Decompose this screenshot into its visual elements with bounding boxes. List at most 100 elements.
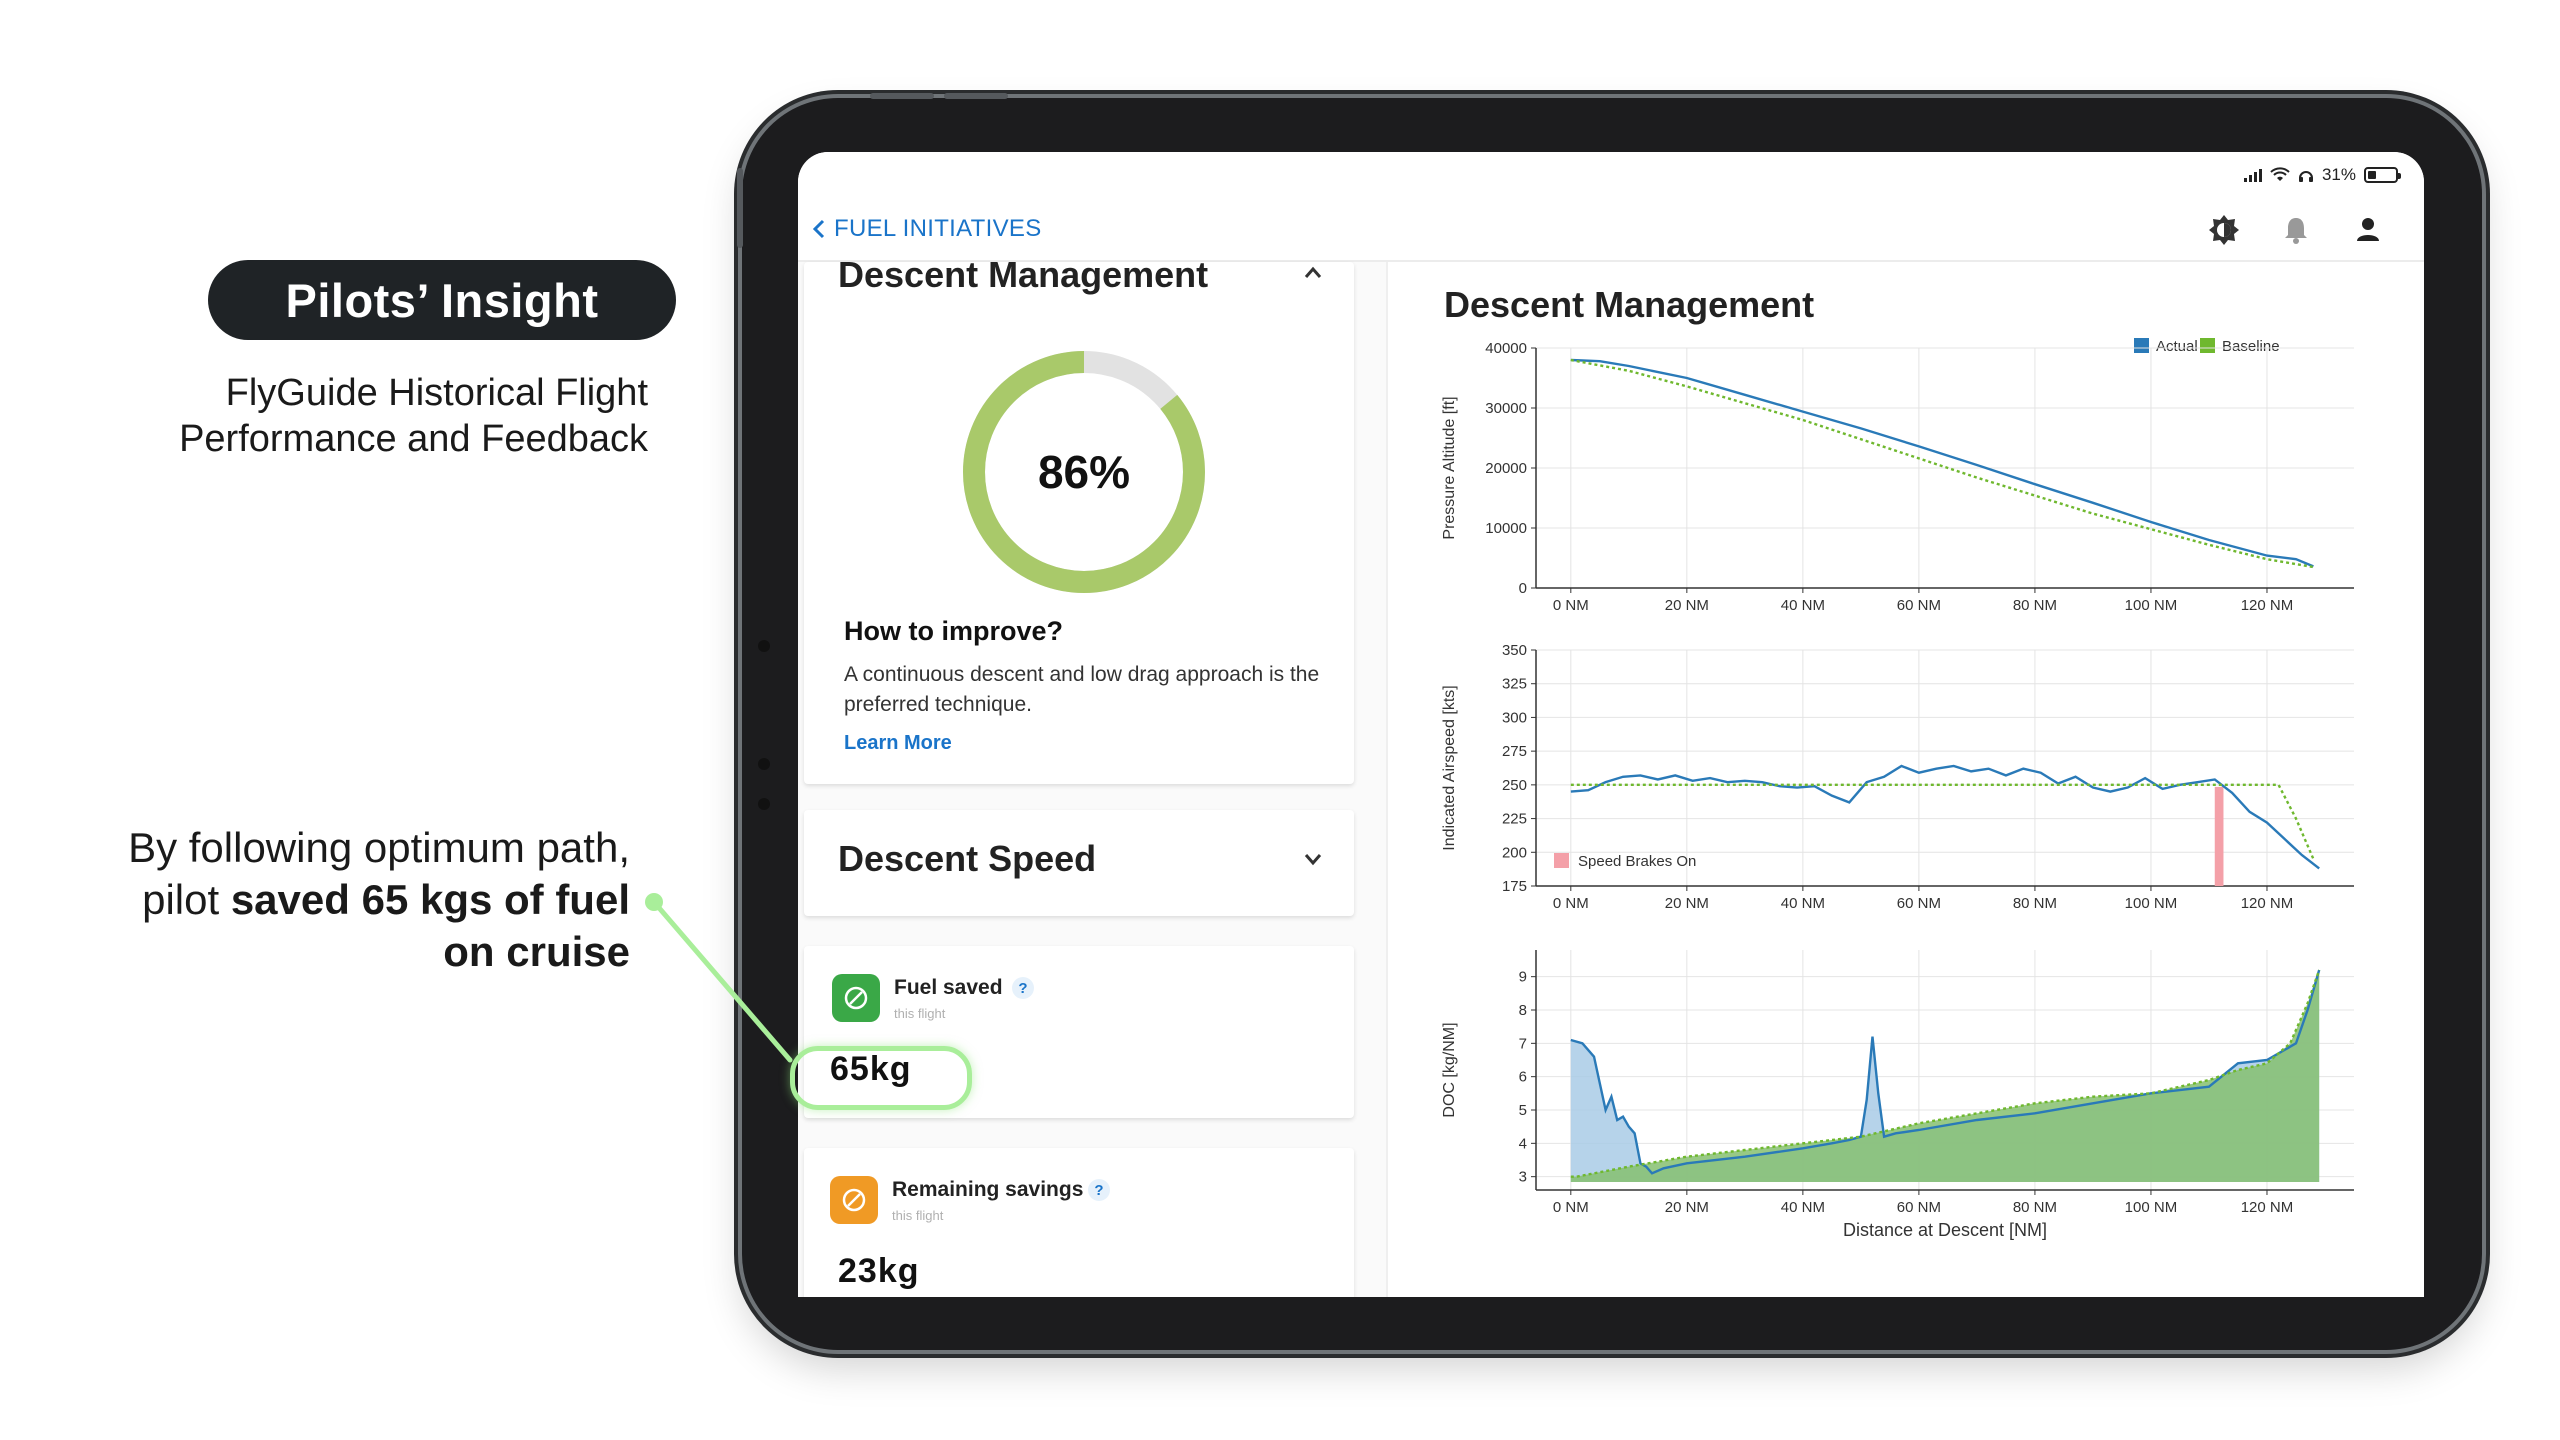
series-line-baseline [1570, 783, 2315, 860]
x-tick-label: 60 NM [1897, 597, 1941, 614]
y-tick-label: 40000 [1485, 340, 1527, 357]
headphones-icon [2298, 171, 2313, 182]
leaf-icon [830, 1176, 878, 1224]
fuel-saved-value: 65kg [830, 1050, 912, 1088]
y-tick-label: 30000 [1485, 400, 1527, 417]
series-line-actual [1570, 358, 2314, 568]
x-tick-label: 80 NM [2013, 597, 2057, 614]
callout-line-2: pilot saved 65 kgs of fuel [0, 874, 630, 926]
remaining-savings-sub: this flight [892, 1208, 944, 1223]
callout-line-3-bold: on cruise [443, 928, 630, 975]
x-tick-label: 20 NM [1665, 1199, 1709, 1216]
fuel-saved-card: Fuel saved ? this flight 65kg [804, 946, 1354, 1118]
tablet-top-button-2 [944, 93, 1008, 99]
y-axis-label: DOC [kg/NM] [1441, 1022, 1458, 1117]
y-tick-label: 200 [1502, 844, 1527, 861]
bell-icon[interactable] [2278, 212, 2314, 248]
score-label: 86% [1037, 446, 1131, 498]
improve-text: A continuous descent and low drag approa… [844, 663, 1320, 716]
remaining-savings-title: Remaining savings [892, 1178, 1084, 1201]
callout-text: By following optimum path, pilot saved 6… [0, 822, 630, 978]
y-tick-label: 10000 [1485, 520, 1527, 537]
fuel-saved-help-icon[interactable]: ? [1012, 977, 1034, 999]
tablet-screen: 31% FUEL INITIATIVES Descent Management [798, 152, 2424, 1297]
x-tick-label: 100 NM [2125, 1199, 2178, 1216]
y-tick-label: 350 [1502, 642, 1527, 659]
speed-brakes-legend-label: Speed Brakes On [1578, 853, 1696, 870]
x-tick-label: 0 NM [1553, 895, 1589, 912]
learn-more-link[interactable]: Learn More [844, 732, 952, 754]
subtitle-line-1: FlyGuide Historical Flight [225, 372, 648, 414]
descent-management-card: Descent Management 86% How to improve? A… [804, 254, 1354, 784]
remaining-savings-card: Remaining savings ? this flight 23kg [804, 1148, 1354, 1297]
pill-label: Pilots’ Insight [285, 273, 599, 327]
speed-brakes-band [2214, 786, 2224, 886]
y-tick-label: 20000 [1485, 460, 1527, 477]
descent-management-panel: Descent Management Actual Baseline 0 NM 20 … [1386, 262, 2424, 1297]
subtitle-line-2: Performance and Feedback [179, 418, 648, 460]
fuel-saved-sub: this flight [894, 1006, 946, 1021]
y-tick-label: 300 [1502, 709, 1527, 726]
tablet-camera [758, 640, 770, 652]
chevron-up-icon[interactable] [1302, 262, 1324, 284]
x-tick-label: 40 NM [1781, 1199, 1825, 1216]
y-tick-label: 7 [1519, 1035, 1527, 1052]
pilots-insight-pill: Pilots’ Insight [208, 260, 676, 340]
y-tick-label: 5 [1519, 1102, 1527, 1119]
leaf-icon [832, 974, 880, 1022]
nav-bar: FUEL INITIATIVES [798, 198, 2424, 262]
y-tick-label: 3 [1519, 1169, 1527, 1186]
legend-label-actual: Actual [2156, 338, 2198, 355]
tablet-sensor-1 [758, 758, 770, 770]
back-link[interactable]: FUEL INITIATIVES [812, 215, 1042, 243]
x-tick-label: 80 NM [2013, 1199, 2057, 1216]
y-tick-label: 175 [1502, 878, 1527, 895]
callout-line-1: By following optimum path, [128, 824, 630, 871]
tablet-side-button [737, 168, 743, 248]
x-tick-label: 0 NM [1553, 597, 1589, 614]
nav-icons [2206, 212, 2386, 248]
y-tick-label: 0 [1519, 580, 1527, 597]
tablet-sensor-2 [758, 798, 770, 810]
x-tick-label: 40 NM [1781, 895, 1825, 912]
callout-line-3: on cruise [0, 926, 630, 978]
series-line-baseline [1570, 969, 2321, 1178]
status-bar: 31% [798, 152, 2424, 198]
fuel-saved-title: Fuel saved [894, 976, 1003, 999]
y-tick-label: 8 [1519, 1002, 1527, 1019]
y-axis-label: Pressure Altitude [ft] [1441, 396, 1458, 539]
user-icon[interactable] [2350, 212, 2386, 248]
y-tick-label: 6 [1519, 1069, 1527, 1086]
area-baseline [1570, 970, 2320, 1182]
x-tick-label: 100 NM [2125, 597, 2178, 614]
remaining-savings-value: 23kg [838, 1252, 920, 1290]
y-tick-label: 4 [1519, 1135, 1527, 1152]
chevron-down-icon[interactable] [1302, 848, 1324, 870]
x-tick-label: 20 NM [1665, 597, 1709, 614]
descent-management-card-title: Descent Management [838, 254, 1209, 295]
x-tick-label: 100 NM [2125, 895, 2178, 912]
y-tick-label: 225 [1502, 811, 1527, 828]
x-axis-label: Distance at Descent [NM] [1843, 1220, 2047, 1240]
y-tick-label: 250 [1502, 777, 1527, 794]
tablet-top-button-1 [870, 93, 934, 99]
remaining-savings-help-icon[interactable]: ? [1088, 1179, 1110, 1201]
donut-progress [963, 351, 1205, 593]
fuel-saved-highlight [790, 1046, 972, 1110]
x-tick-label: 0 NM [1553, 1199, 1589, 1216]
brightness-icon[interactable] [2206, 212, 2242, 248]
x-tick-label: 40 NM [1781, 597, 1825, 614]
y-axis-label: Indicated Airspeed [kts] [1441, 685, 1458, 850]
y-tick-label: 325 [1502, 676, 1527, 693]
battery-icon [2364, 167, 2401, 183]
x-tick-label: 60 NM [1897, 1199, 1941, 1216]
legend-swatch-baseline [2200, 338, 2215, 353]
battery-percent: 31% [2321, 165, 2356, 184]
chevron-left-icon [812, 219, 825, 239]
x-tick-label: 80 NM [2013, 895, 2057, 912]
improve-heading: How to improve? [844, 616, 1064, 646]
x-tick-label: 120 NM [2241, 597, 2294, 614]
signal-icon [2243, 168, 2262, 182]
speed-brakes-legend-swatch [1554, 853, 1569, 868]
descent-speed-card[interactable]: Descent Speed [804, 810, 1354, 916]
